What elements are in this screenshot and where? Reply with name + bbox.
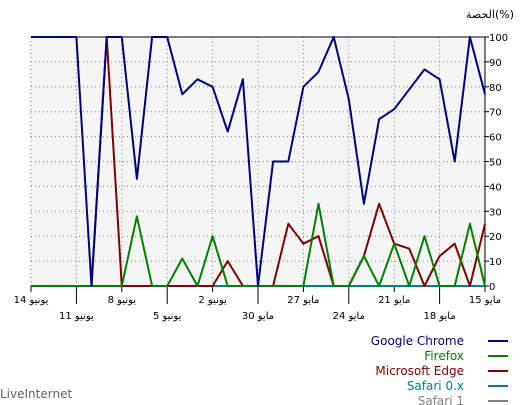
y-tick-label: 40: [489, 182, 502, 193]
legend-label: Microsoft Edge: [375, 364, 464, 378]
series-lines: [31, 36, 486, 287]
y-tick-label: 80: [489, 83, 502, 94]
y-tick-label: 10: [489, 257, 502, 268]
x-tick-label: 27 مايو: [287, 295, 319, 306]
series-line-google-chrome: [31, 36, 486, 287]
y-axis-ticks: 0 10 20 30 40 50 60 70 80 90 100: [485, 33, 508, 293]
watermark: LiveInternet: [0, 387, 72, 401]
y-tick-label: 20: [489, 232, 502, 243]
x-tick-label: 8 يونيو: [108, 295, 137, 306]
y-axis-label: الحصة(%): [466, 8, 514, 21]
legend-label: Firefox: [424, 349, 464, 363]
x-tick-label: 5 يونيو: [153, 311, 182, 322]
y-tick-label: 30: [489, 207, 502, 218]
y-tick-label: 90: [489, 58, 502, 69]
y-tick-label: 0: [489, 282, 495, 293]
x-tick-label: 14 يونيو: [14, 295, 49, 306]
x-axis-ticks: 15 مايو 21 مايو 27 مايو 2 يونيو 8 يونيو 14 يو…: [14, 286, 501, 322]
x-tick-label: 18 مايو: [423, 311, 455, 322]
y-tick-label: 50: [489, 158, 502, 169]
legend-label: Safari 0.x: [407, 379, 464, 393]
x-tick-label: 30 مايو: [242, 311, 274, 322]
y-tick-label: 100: [489, 33, 508, 44]
legend-label: Google Chrome: [371, 334, 464, 348]
legend-label: Safari 1: [418, 394, 464, 405]
x-tick-label: 21 مايو: [378, 295, 410, 306]
x-tick-label: 15 مايو: [469, 295, 501, 306]
x-tick-label: 11 يونيو: [59, 311, 94, 322]
y-tick-label: 70: [489, 108, 502, 119]
y-tick-label: 60: [489, 133, 502, 144]
x-tick-label: 2 يونيو: [198, 295, 227, 306]
x-tick-label: 24 مايو: [333, 311, 365, 322]
